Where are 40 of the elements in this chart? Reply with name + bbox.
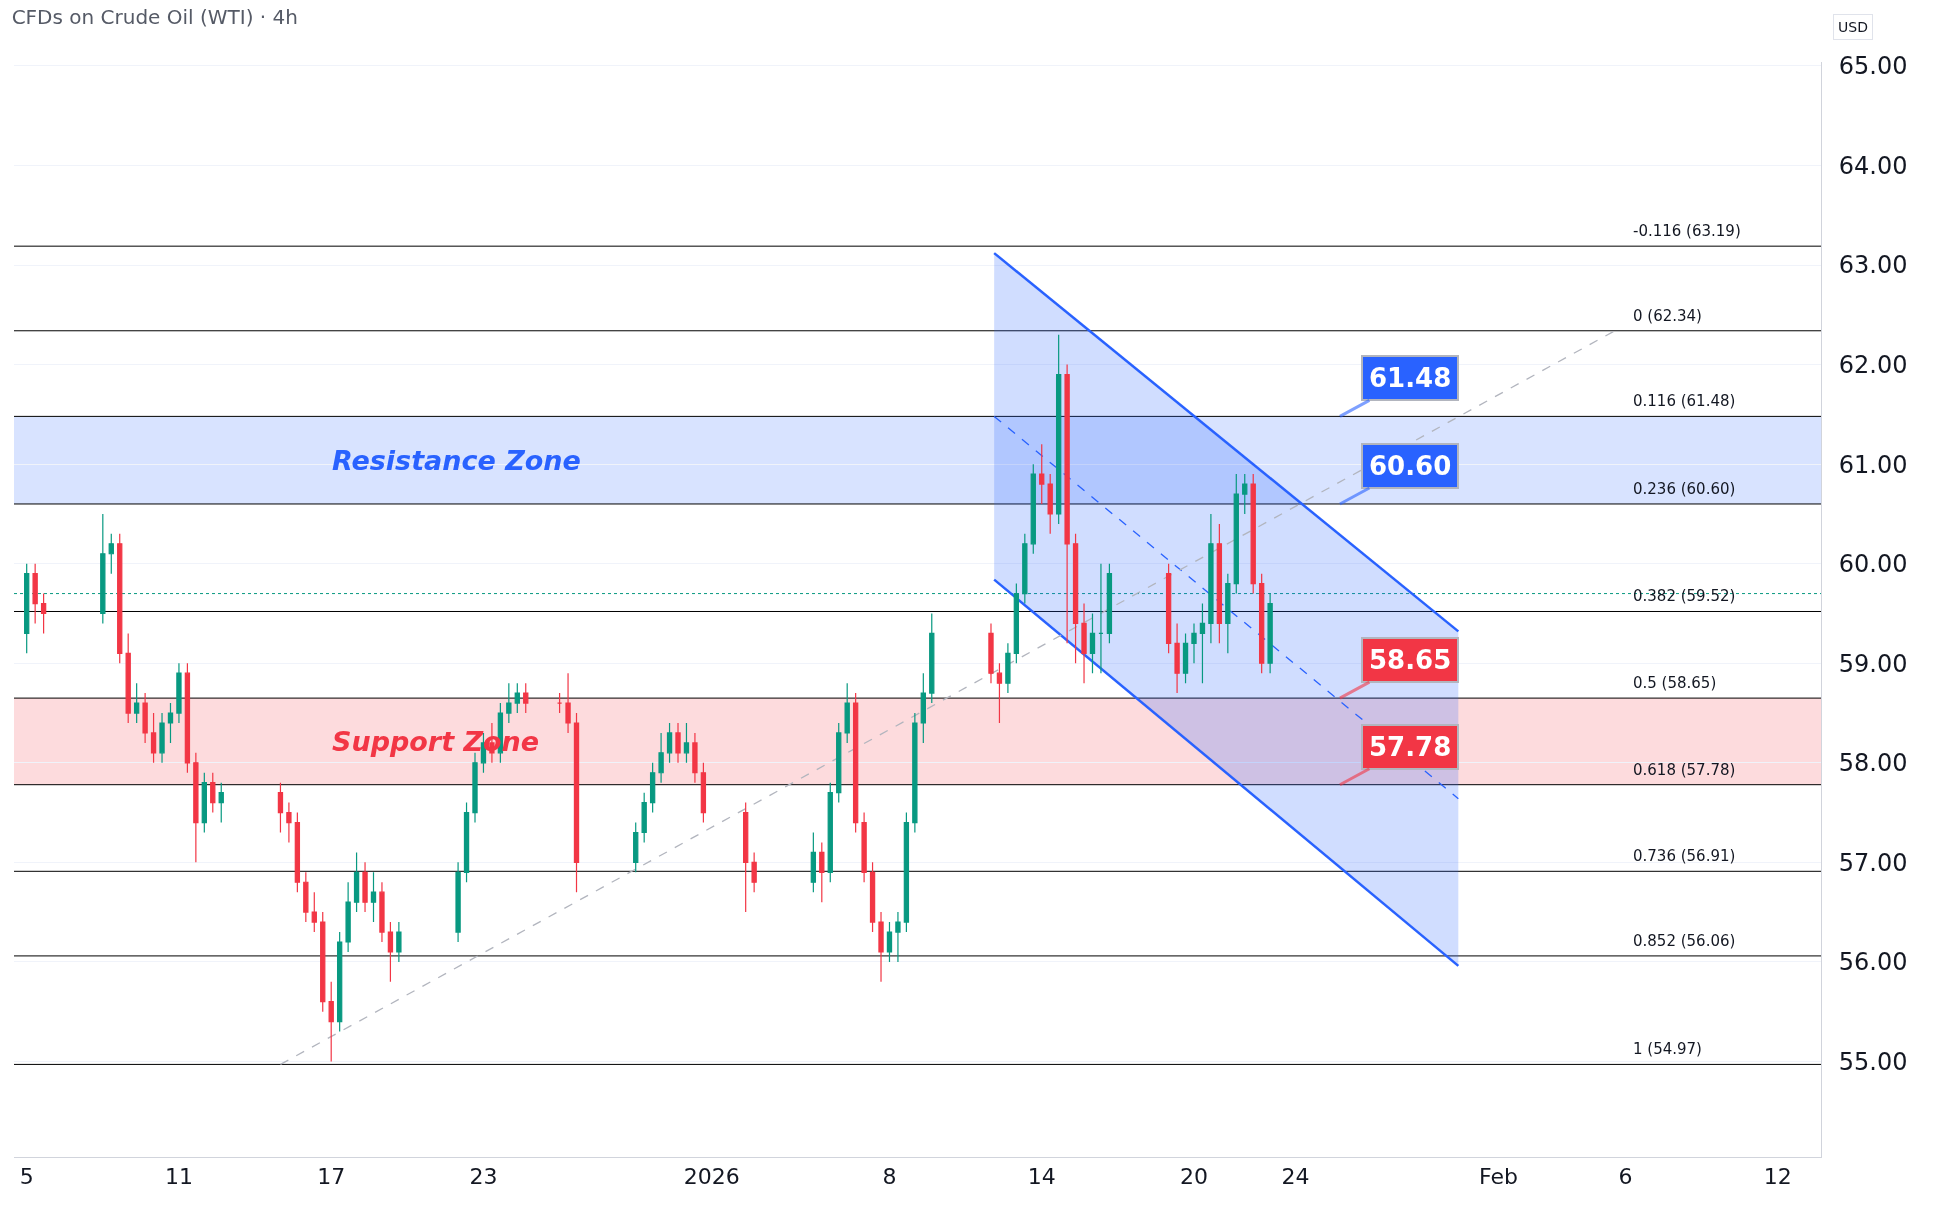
text: USD: [1838, 19, 1868, 35]
ref-line-label: 0.236 (60.60): [1633, 480, 1736, 498]
y-tick-label: 63.00: [1838, 251, 1908, 280]
x-tick-label: 8: [882, 1164, 897, 1190]
ref-line-label: 0.618 (57.78): [1633, 761, 1736, 779]
annotation: 57.78: [1369, 732, 1452, 762]
ref-line-label: 0.852 (56.06): [1633, 932, 1736, 950]
ref-line-label: 0 (62.34): [1633, 307, 1702, 325]
y-tick-label: 55.00: [1838, 1047, 1908, 1076]
ref-line-label: 0.116 (61.48): [1633, 392, 1736, 410]
annotation: 61.48: [1369, 363, 1452, 393]
y-tick-label: 64.00: [1838, 151, 1908, 180]
y-tick-label: 62.00: [1838, 351, 1908, 380]
x-tick-label: 5: [19, 1164, 34, 1190]
x-tick-label: 14: [1027, 1164, 1056, 1190]
y-tick-label: 59.00: [1838, 649, 1908, 678]
x-tick-label: 11: [164, 1164, 193, 1190]
annotation: 60.60: [1369, 451, 1452, 481]
x-tick-label: 20: [1180, 1164, 1208, 1190]
x-tick-label: 2026: [683, 1164, 740, 1190]
y-tick-label: 65.00: [1838, 52, 1908, 81]
band-label: Resistance Zone: [332, 445, 581, 476]
x-tick-label: 17: [317, 1164, 346, 1190]
ref-line-label: 0.382 (59.52): [1633, 587, 1736, 605]
y-tick-label: 57.00: [1838, 848, 1908, 877]
y-tick-label: 61.00: [1838, 450, 1908, 479]
x-tick-label: 12: [1763, 1164, 1792, 1190]
x-tick-label: 6: [1618, 1164, 1633, 1190]
x-tick-label: Feb: [1479, 1164, 1518, 1190]
ref-line-label: 0.736 (56.91): [1633, 847, 1736, 865]
chart-title: CFDs on Crude Oil (WTI) · 4h: [11, 4, 298, 29]
y-tick-label: 56.00: [1838, 948, 1908, 977]
annotation: 58.65: [1369, 645, 1452, 675]
ref-line-label: -0.116 (63.19): [1633, 222, 1741, 240]
x-tick-label: 24: [1281, 1164, 1310, 1190]
y-tick-label: 58.00: [1838, 749, 1908, 778]
ref-line-label: 0.5 (58.65): [1633, 674, 1717, 692]
ref-line-label: 1 (54.97): [1633, 1040, 1702, 1058]
y-tick-label: 60.00: [1838, 550, 1908, 579]
x-tick-label: 23: [469, 1164, 498, 1190]
